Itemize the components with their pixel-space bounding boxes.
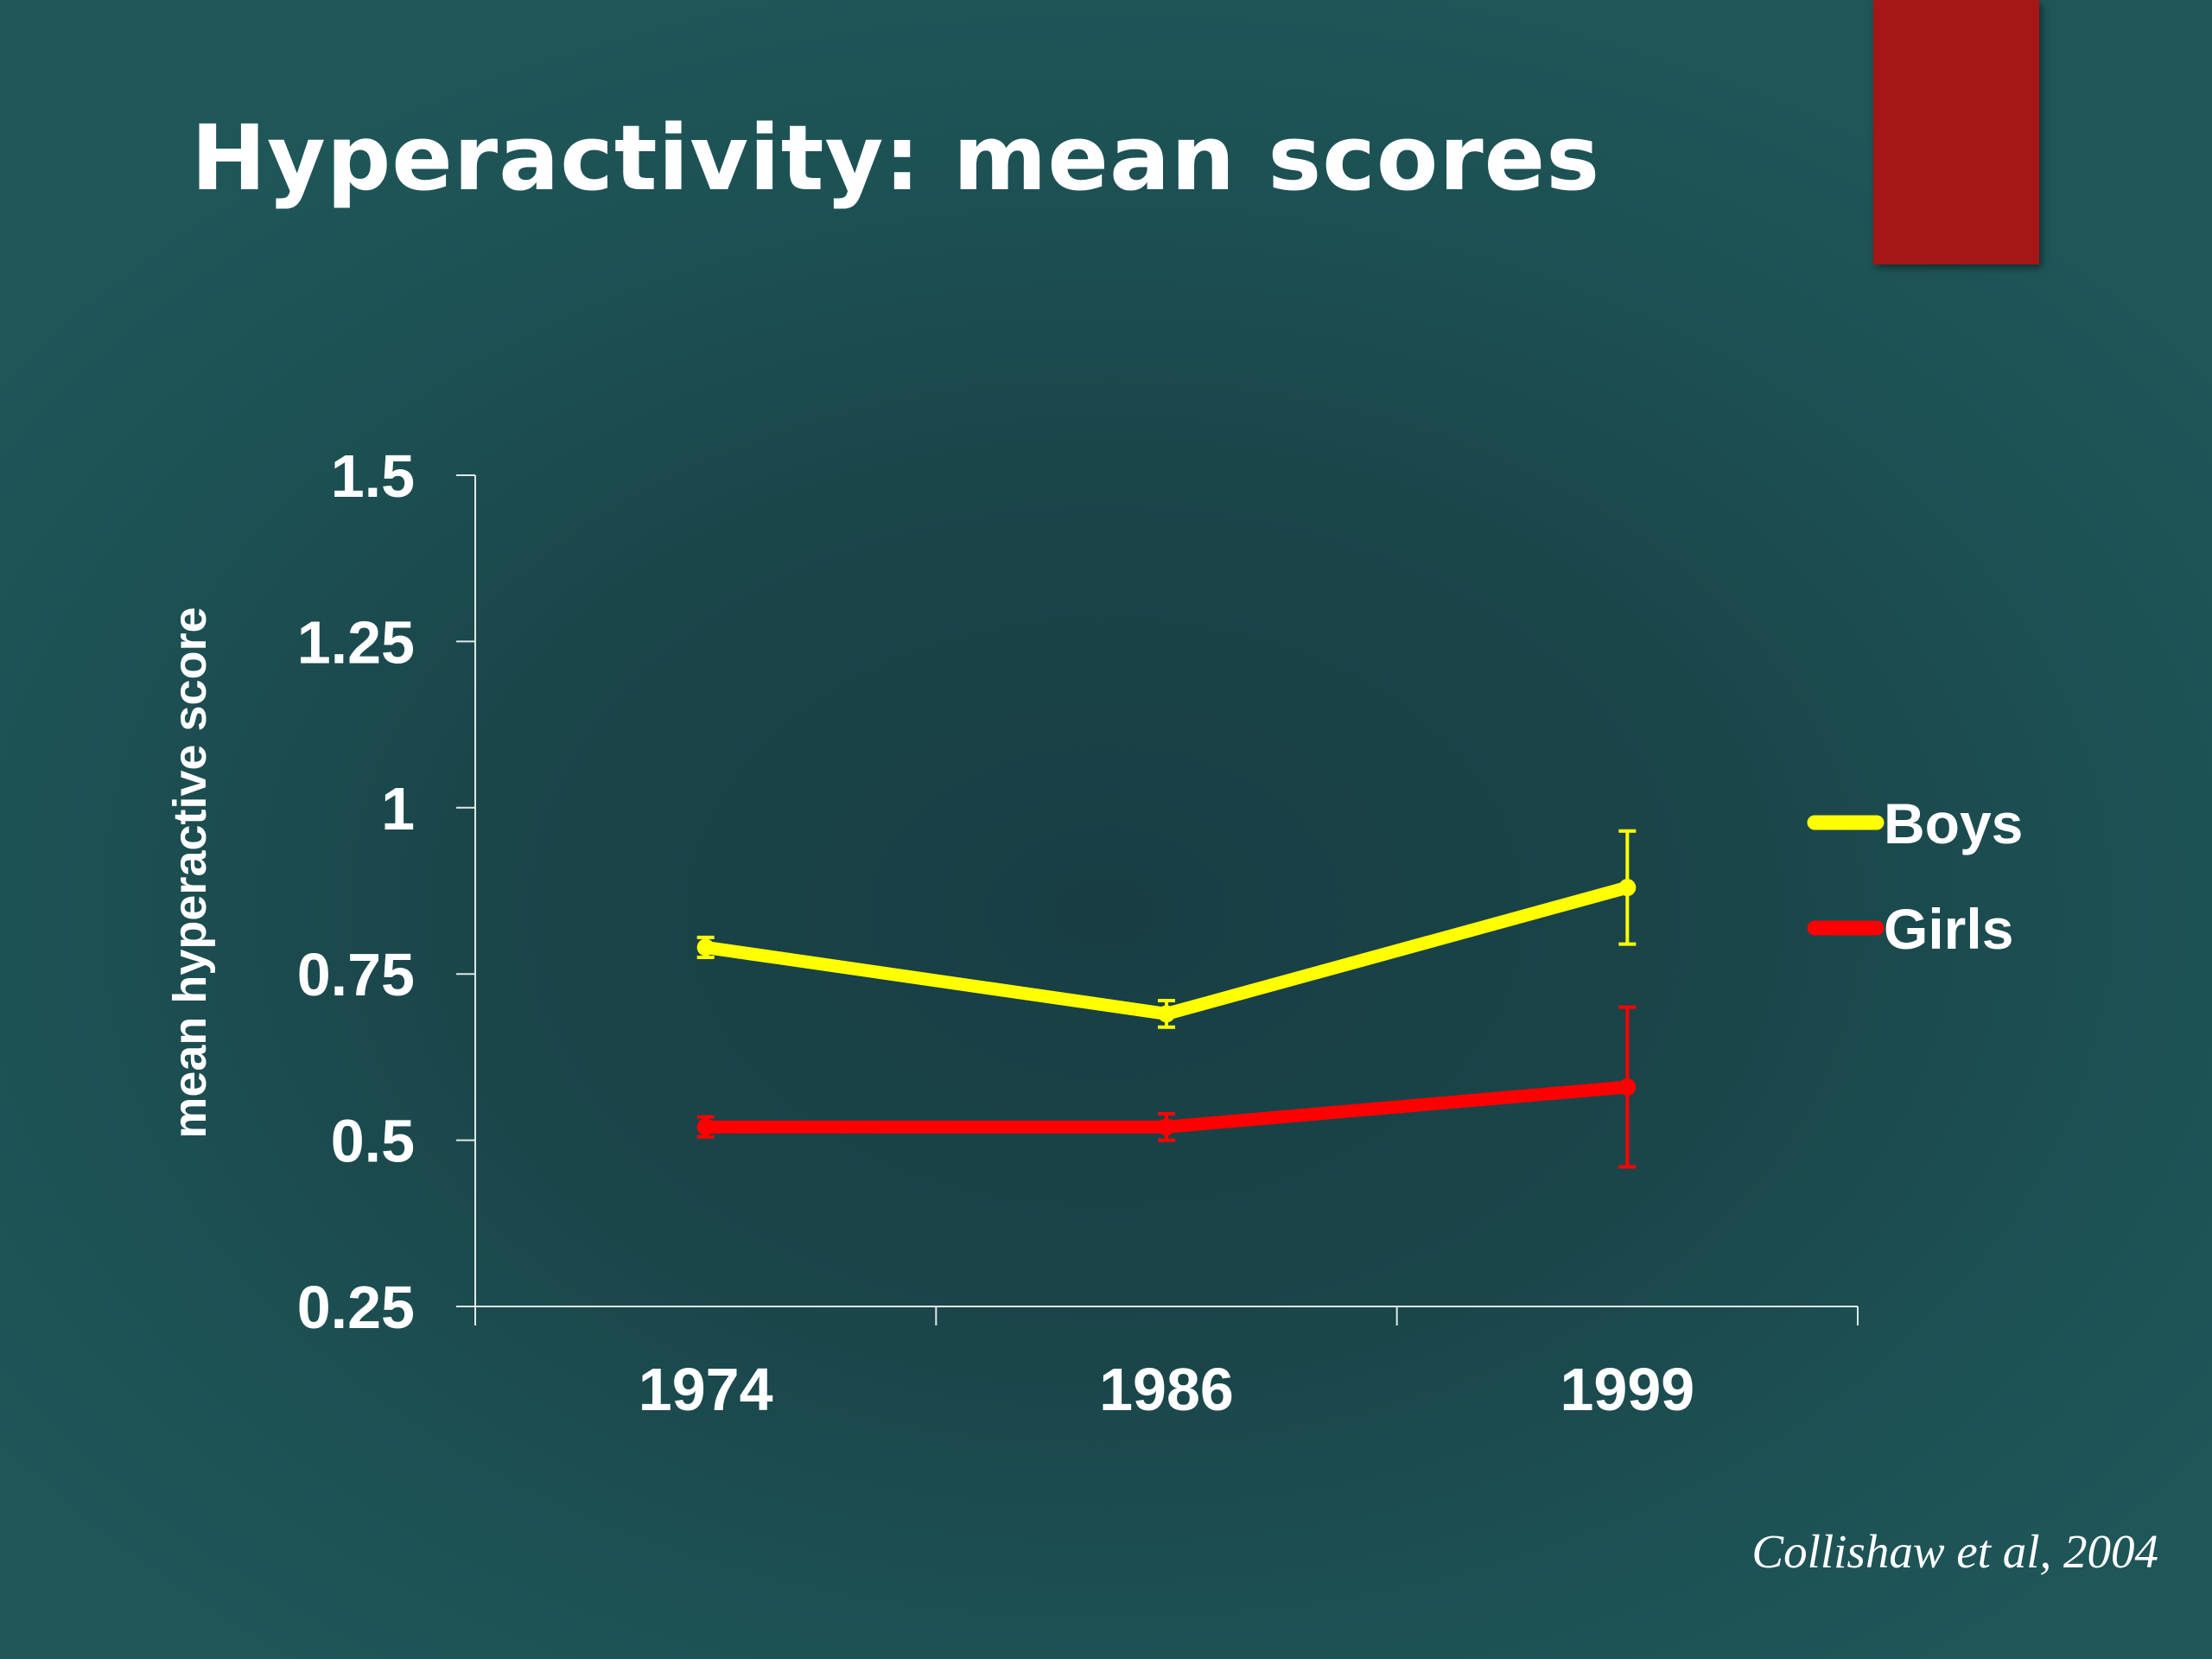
series-girls xyxy=(696,1005,1637,1169)
chart-axes xyxy=(474,475,1858,1307)
legend-label: Girls xyxy=(1884,897,2013,961)
y-axis-title: mean hyperactive score xyxy=(164,607,216,1138)
data-point xyxy=(1618,879,1637,897)
y-axis-ticks: 1.5 1.25 1 0.75 0.5 0.25 xyxy=(297,442,475,1341)
slide-title: Hyperactivity: mean scores xyxy=(191,105,1601,211)
data-point xyxy=(696,938,715,957)
data-point xyxy=(1158,1118,1175,1136)
legend-item-girls: Girls xyxy=(1807,897,2013,961)
series-boys xyxy=(696,829,1637,1029)
y-tick-label: 0.75 xyxy=(297,941,415,1008)
data-point xyxy=(1618,1078,1637,1096)
series-layer xyxy=(696,829,1637,1169)
y-tick-label: 0.5 xyxy=(331,1108,415,1175)
legend-label: Boys xyxy=(1884,791,2023,855)
y-tick-label: 1.5 xyxy=(331,442,415,510)
x-axis-ticks: 1974 1986 1999 xyxy=(474,1306,1859,1423)
x-tick-label: 1986 xyxy=(1099,1356,1234,1423)
x-tick-label: 1974 xyxy=(639,1356,773,1423)
accent-bar xyxy=(1873,0,2039,264)
y-tick-label: 1.25 xyxy=(297,608,415,676)
y-tick-label: 0.25 xyxy=(297,1274,415,1341)
data-point xyxy=(1158,1005,1175,1023)
x-tick-label: 1999 xyxy=(1560,1356,1694,1423)
citation: Collishaw et al, 2004 xyxy=(1751,1525,2158,1578)
legend: Boys Girls xyxy=(1807,791,2023,961)
series-line xyxy=(699,880,1634,1020)
legend-item-boys: Boys xyxy=(1807,791,2023,855)
y-tick-label: 1 xyxy=(381,775,415,842)
data-point xyxy=(696,1118,715,1136)
